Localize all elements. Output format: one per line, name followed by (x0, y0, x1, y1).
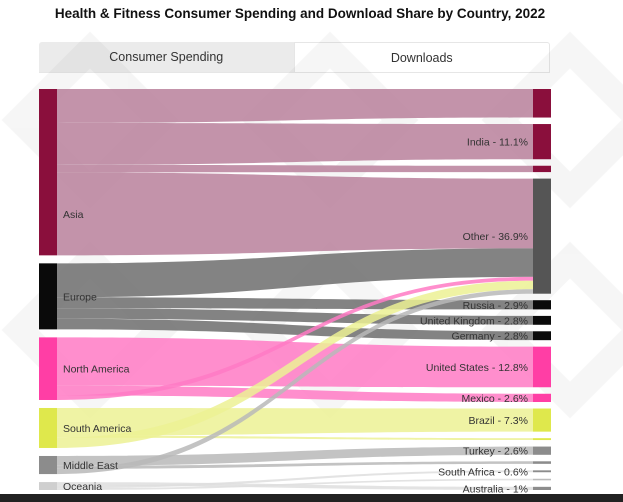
source-label-asia: Asia (63, 209, 84, 221)
source-node-middle-east[interactable] (39, 455, 57, 475)
target-label-other: Other - 36.9% (463, 231, 528, 243)
target-label-united-kingdom: United Kingdom - 2.8% (420, 315, 528, 327)
target-node-middle-east-small[interactable] (533, 461, 551, 464)
bottom-bar (0, 494, 623, 502)
flow-link-middle-east-to-other[interactable] (57, 289, 533, 475)
source-node-south-america[interactable] (39, 407, 57, 448)
target-node-united-states[interactable] (533, 346, 551, 388)
source-label-middle-east: Middle East (63, 460, 118, 472)
source-node-asia[interactable] (39, 89, 57, 256)
flow-link-north-america-to-mexico[interactable] (57, 385, 533, 403)
source-label-north-america: North America (63, 364, 130, 376)
flow-link-oceania-to-other-small[interactable] (57, 478, 533, 490)
target-node-india[interactable] (533, 124, 551, 160)
flow-link-europe-to-united-kingdom[interactable] (57, 308, 533, 325)
target-node-germany[interactable] (533, 331, 551, 341)
target-label-germany: Germany - 2.8% (452, 331, 528, 343)
tab-bar: Consumer Spending Downloads (39, 42, 550, 73)
source-label-europe: Europe (63, 291, 97, 303)
flow-link-oceania-to-south-africa[interactable] (57, 470, 533, 489)
target-label-mexico: Mexico - 2.6% (461, 393, 528, 405)
flow-link-middle-east-to-turkey[interactable] (57, 446, 533, 466)
source-nodes: Asia Europe North America South America Midd… (39, 89, 131, 493)
target-nodes: India - 11.1% Other - 36.9% Russia - 2.9% U… (420, 89, 551, 495)
target-node-other[interactable] (533, 178, 551, 294)
target-node-turkey[interactable] (533, 446, 551, 455)
flow-link-asia-to-other[interactable] (57, 172, 533, 256)
target-node-russia[interactable] (533, 300, 551, 310)
flow-links (57, 89, 533, 490)
flow-link-middle-east-to-middle-east-small[interactable] (57, 461, 533, 469)
target-node-brazil[interactable] (533, 408, 551, 432)
source-node-oceania[interactable] (39, 482, 57, 490)
target-node-mexico[interactable] (533, 393, 551, 403)
chart-title: Health & Fitness Consumer Spending and D… (54, 6, 546, 21)
source-label-south-america: South America (63, 423, 131, 435)
source-label-oceania: Oceania (63, 481, 102, 493)
target-node-asia-top[interactable] (533, 89, 551, 118)
target-label-india: India - 11.1% (467, 137, 528, 149)
target-node-australia[interactable] (533, 486, 551, 490)
flow-link-south-america-to-other[interactable] (57, 280, 533, 448)
tab-consumer-spending[interactable]: Consumer Spending (39, 42, 294, 72)
target-label-australia: Australia - 1% (463, 483, 528, 495)
target-node-united-kingdom[interactable] (533, 315, 551, 325)
target-node-south-america-small[interactable] (533, 438, 551, 441)
target-label-brazil: Brazil - 7.3% (468, 415, 528, 427)
source-node-north-america[interactable] (39, 337, 57, 400)
target-label-united-states: United States - 12.8% (426, 362, 528, 374)
flow-link-asia-to-asia-top[interactable] (57, 89, 533, 123)
target-node-asia-small[interactable] (533, 165, 551, 173)
flow-link-north-america-to-other[interactable] (57, 276, 533, 400)
flow-link-oceania-to-australia[interactable] (57, 482, 533, 490)
target-label-south-africa: South Africa - 0.6% (438, 466, 528, 478)
target-label-turkey: Turkey - 2.6% (463, 446, 528, 458)
flow-link-europe-to-other[interactable] (57, 248, 533, 298)
target-node-other-small[interactable] (533, 478, 551, 481)
target-label-russia: Russia - 2.9% (463, 300, 528, 312)
tab-downloads[interactable]: Downloads (293, 42, 550, 72)
flow-link-south-america-to-south-america-small[interactable] (57, 435, 533, 441)
flow-link-asia-to-asia-small[interactable] (57, 164, 533, 173)
source-node-europe[interactable] (39, 263, 57, 330)
flow-link-asia-to-india[interactable] (57, 122, 533, 165)
flow-link-europe-to-germany[interactable] (57, 318, 533, 341)
target-node-south-africa[interactable] (533, 470, 551, 473)
